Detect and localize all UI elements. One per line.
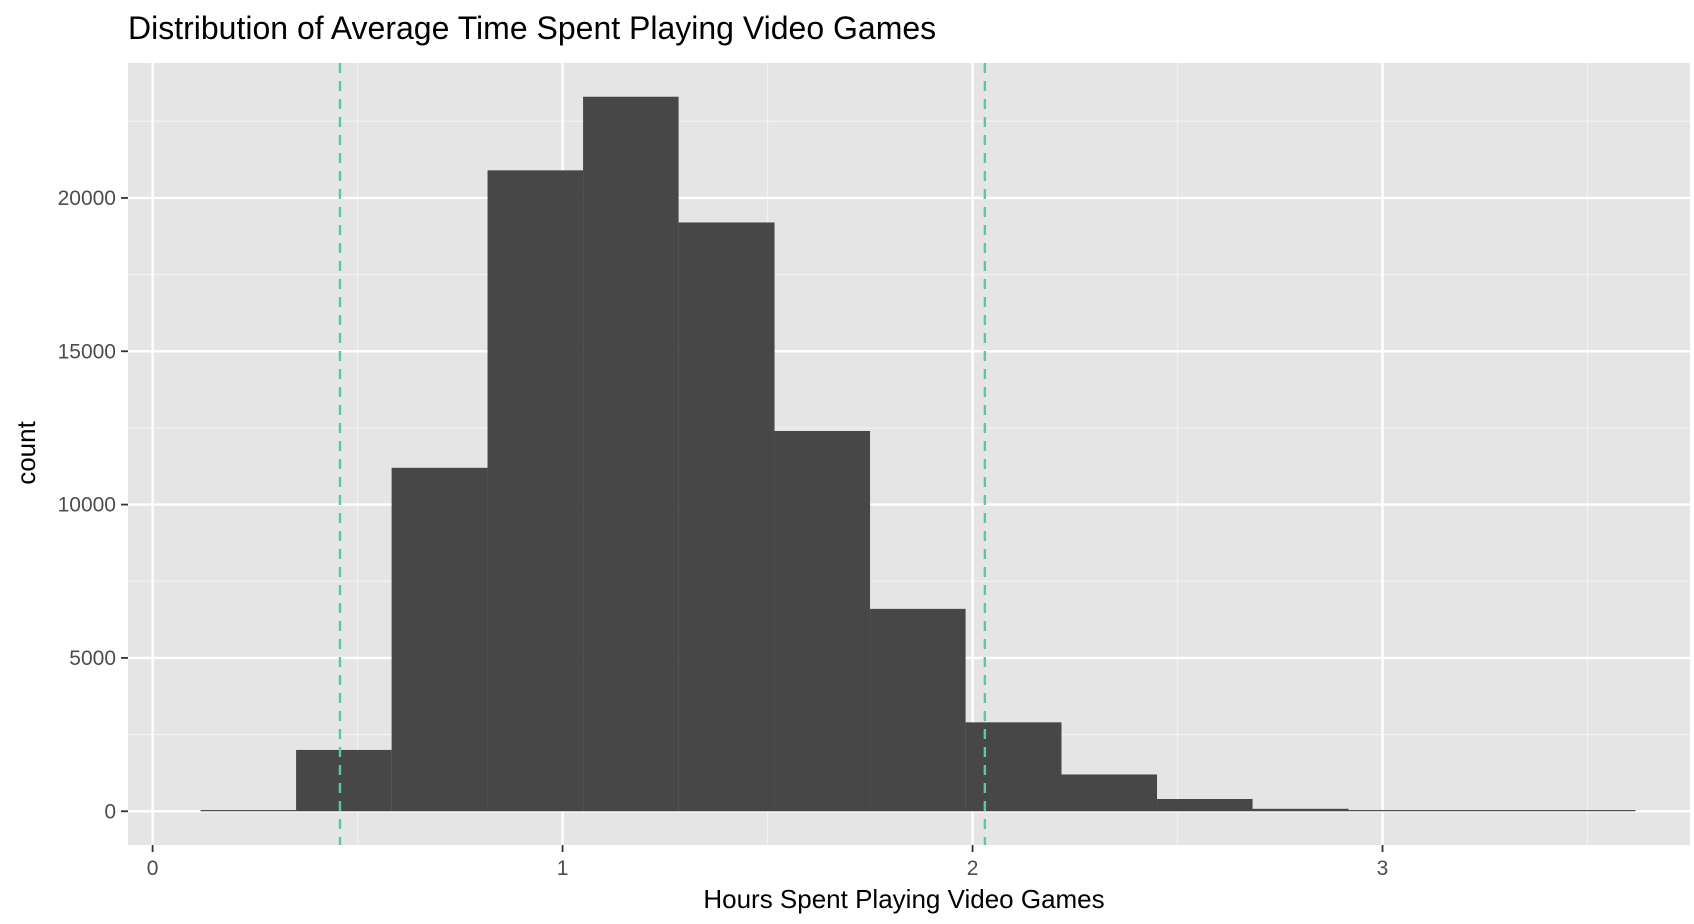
x-tick-label: 3 bbox=[1377, 857, 1389, 880]
histogram-bar bbox=[200, 810, 297, 812]
y-tick-label: 5000 bbox=[69, 647, 116, 670]
histogram-bar bbox=[774, 431, 871, 812]
histogram-bar bbox=[1444, 810, 1540, 812]
histogram-bar bbox=[296, 749, 392, 812]
reference-lines bbox=[338, 63, 987, 845]
histogram-bar bbox=[965, 722, 1062, 812]
x-axis-title: Hours Spent Playing Video Games bbox=[703, 884, 1104, 914]
axes: 0 1 2 3 0 5000 10000 15000 20000 bbox=[58, 187, 1389, 880]
histogram-bars bbox=[200, 96, 1636, 812]
chart-labels: Distribution of Average Time Spent Playi… bbox=[11, 10, 1105, 914]
histogram-bar bbox=[1539, 810, 1636, 812]
histogram-bar bbox=[1157, 799, 1253, 812]
histogram-bar bbox=[583, 96, 679, 812]
histogram-bar bbox=[1348, 810, 1445, 812]
x-tick-label: 0 bbox=[147, 857, 159, 880]
histogram-bar bbox=[678, 222, 775, 812]
histogram-bar bbox=[1061, 774, 1158, 812]
histogram-bar bbox=[1252, 808, 1349, 812]
y-tick-label: 0 bbox=[104, 800, 116, 823]
histogram-bar bbox=[487, 170, 584, 812]
y-tick-label: 20000 bbox=[58, 187, 116, 210]
x-tick-label: 2 bbox=[967, 857, 979, 880]
y-axis-title: count bbox=[11, 420, 41, 484]
chart-title: Distribution of Average Time Spent Playi… bbox=[128, 10, 936, 46]
y-tick-label: 10000 bbox=[58, 494, 116, 517]
histogram-bar bbox=[870, 608, 966, 812]
y-tick-label: 15000 bbox=[58, 340, 116, 363]
x-tick-label: 1 bbox=[557, 857, 569, 880]
histogram-bar bbox=[391, 467, 488, 812]
